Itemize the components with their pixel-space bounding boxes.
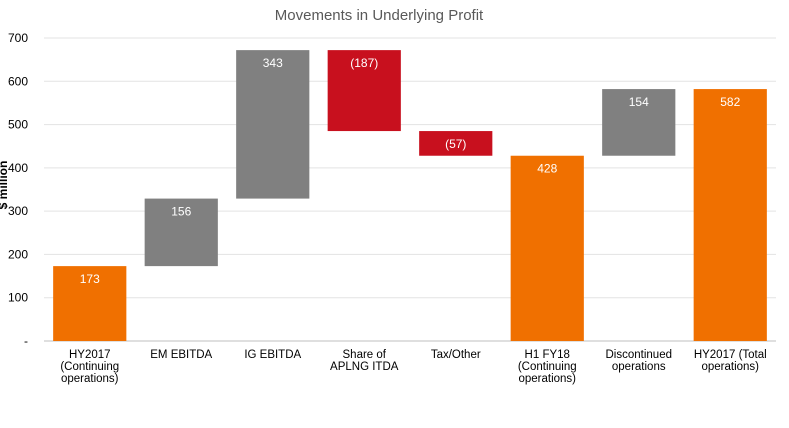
bar-total xyxy=(693,89,767,341)
data-labels: 173 156 343 (187) (57) 428 154 582 xyxy=(80,56,741,286)
y-axis-ticks: - 100 200 300 400 500 600 700 xyxy=(8,31,28,348)
chart-title: Movements in Underlying Profit xyxy=(275,7,484,24)
bars xyxy=(53,50,767,341)
data-label: 154 xyxy=(629,95,649,109)
bar-total xyxy=(510,155,584,341)
bar-increase xyxy=(144,198,218,267)
y-tick-label: 500 xyxy=(8,118,28,132)
y-tick-label: - xyxy=(24,334,28,348)
bar-total xyxy=(53,266,127,341)
y-tick-label: 400 xyxy=(8,161,28,175)
y-tick-label: 700 xyxy=(8,31,28,45)
x-category-label: HY2017 (Total operations) xyxy=(694,349,767,373)
data-label: 156 xyxy=(171,205,191,219)
x-category-label: HY2017 (Continuing operations) xyxy=(60,349,119,385)
data-label: 582 xyxy=(720,95,740,109)
x-category-label: Discontinued operations xyxy=(606,349,672,373)
y-tick-label: 200 xyxy=(8,247,28,261)
bar-decrease xyxy=(327,50,401,132)
y-tick-label: 100 xyxy=(8,291,28,305)
bar-decrease xyxy=(419,131,493,156)
bar-increase xyxy=(602,89,676,156)
x-category-label: Tax/Other xyxy=(431,349,481,361)
x-category-label: Share of APLNG ITDA xyxy=(330,349,399,373)
gridlines xyxy=(44,37,776,342)
x-category-label: IG EBITDA xyxy=(244,349,301,361)
y-axis-label: $ million xyxy=(0,161,10,210)
y-tick-label: 300 xyxy=(8,204,28,218)
data-label: 428 xyxy=(537,162,557,176)
y-tick-label: 600 xyxy=(8,74,28,88)
data-label: 343 xyxy=(263,56,283,70)
x-category-label: H1 FY18 (Continuing operations) xyxy=(518,349,577,385)
bar-increase xyxy=(236,50,310,199)
data-label: (187) xyxy=(350,56,378,70)
data-label: 173 xyxy=(80,272,100,286)
data-label: (57) xyxy=(445,137,466,151)
x-axis-categories: HY2017 (Continuing operations) EM EBITDA IG … xyxy=(60,349,766,385)
x-category-label: EM EBITDA xyxy=(150,349,212,361)
